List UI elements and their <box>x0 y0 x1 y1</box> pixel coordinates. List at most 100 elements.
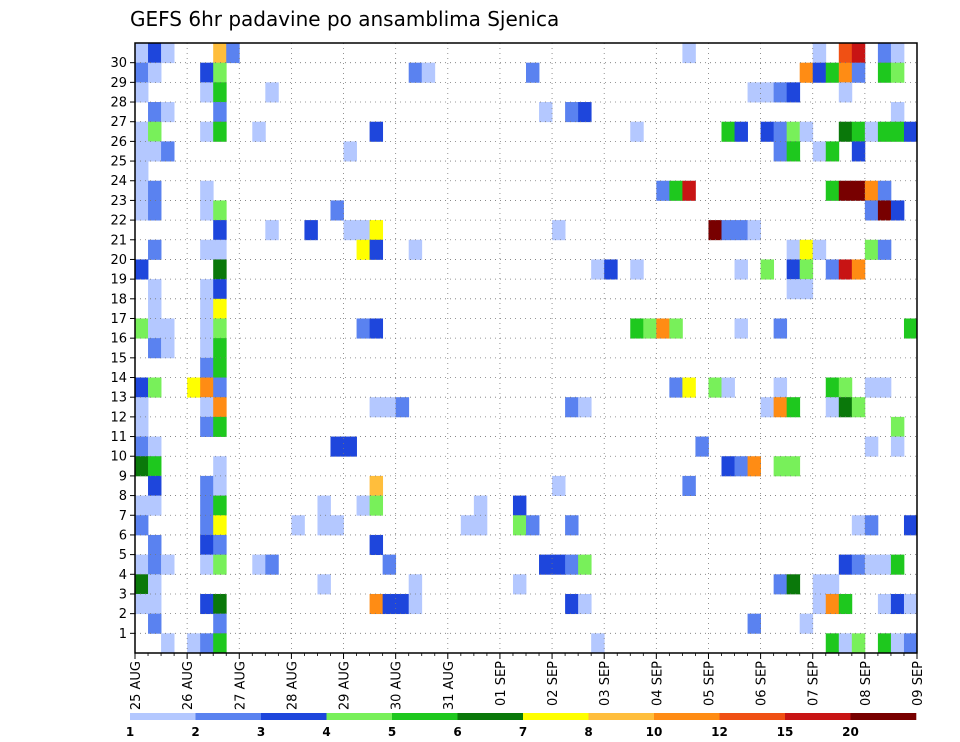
heatmap-cell <box>799 239 814 260</box>
heatmap-cell <box>864 180 879 201</box>
heatmap-cell <box>838 593 853 615</box>
heatmap-cell <box>135 200 149 221</box>
heatmap-cell <box>734 456 748 477</box>
heatmap-cell <box>760 259 775 280</box>
heatmap-cell <box>369 534 384 556</box>
heatmap-cell <box>200 298 214 319</box>
heatmap-cell <box>721 121 735 142</box>
heatmap-cell <box>773 574 788 595</box>
y-tick-label: 28 <box>110 96 127 111</box>
heatmap-cell <box>656 318 670 339</box>
heatmap-cell <box>382 397 397 418</box>
heatmap-cell <box>148 43 162 64</box>
heatmap-cell <box>148 613 162 634</box>
x-tick-label: 05 SEP <box>702 661 717 706</box>
heatmap-cell <box>786 279 801 300</box>
heatmap-cell <box>786 397 801 418</box>
heatmap-cell <box>395 593 410 615</box>
x-tick-label: 31 AUG <box>442 661 457 710</box>
heatmap-cell <box>578 102 592 123</box>
heatmap-cell <box>799 62 814 83</box>
y-tick-label: 19 <box>110 273 127 288</box>
heatmap-cell <box>877 554 892 575</box>
legend: 1 2 3 4 5 6 7 8 10 12 15 20 <box>126 713 917 739</box>
heatmap-cell <box>773 397 788 418</box>
heatmap-cell <box>539 102 553 123</box>
heatmap-cell <box>708 377 722 398</box>
heatmap-cell <box>213 475 227 496</box>
heatmap-cell <box>591 259 605 280</box>
heatmap-cell <box>408 574 423 595</box>
x-tick-label: 01 SEP <box>494 661 509 706</box>
heatmap-cell <box>682 43 696 64</box>
heatmap-cell <box>369 239 384 260</box>
heatmap-cell <box>135 82 149 103</box>
heatmap-cell <box>473 495 488 516</box>
heatmap-cell <box>343 141 357 162</box>
heatmap-cell <box>408 239 423 260</box>
heatmap-cell <box>669 377 683 398</box>
heatmap-cell <box>148 279 162 300</box>
heatmap-cell <box>877 633 892 654</box>
legend-swatch <box>261 713 327 720</box>
heatmap-cell <box>187 377 201 398</box>
y-tick-label: 24 <box>110 174 127 189</box>
heatmap-cell <box>851 633 866 654</box>
heatmap-cell <box>213 377 227 398</box>
heatmap-cell <box>643 318 657 339</box>
heatmap-cell <box>890 43 905 64</box>
heatmap-cell <box>786 239 801 260</box>
heatmap-cell <box>200 377 214 398</box>
x-tick-label: 08 SEP <box>859 661 874 706</box>
heatmap-cell <box>161 102 175 123</box>
heatmap-cell <box>838 633 853 654</box>
heatmap-cell <box>877 180 892 201</box>
y-tick-label: 4 <box>119 568 127 583</box>
heatmap-cell <box>877 62 892 83</box>
y-tick-label: 2 <box>119 607 127 622</box>
heatmap-cell <box>200 554 214 575</box>
y-tick-label: 21 <box>110 233 127 248</box>
heatmap-cell <box>213 121 227 142</box>
heatmap-cell <box>812 574 827 595</box>
legend-swatch <box>588 713 655 720</box>
grid-layer <box>134 43 918 653</box>
heatmap-cell <box>265 220 279 241</box>
heatmap-cell <box>773 121 788 142</box>
heatmap-cell <box>161 633 175 654</box>
x-tick-label: 02 SEP <box>546 661 561 706</box>
heatmap-cell <box>825 593 840 615</box>
heatmap-cell <box>786 121 801 142</box>
legend-label: 8 <box>584 725 592 739</box>
heatmap-cell <box>213 43 227 64</box>
heatmap-cell <box>825 62 840 83</box>
heatmap-cell <box>369 593 384 615</box>
heatmap-cell <box>161 318 175 339</box>
heatmap-cell <box>200 200 214 221</box>
heatmap-cell <box>903 593 918 615</box>
heatmap-cell <box>877 239 892 260</box>
heatmap-cell <box>903 633 918 654</box>
heatmap-cell <box>135 456 149 477</box>
heatmap-cell <box>864 200 879 221</box>
heatmap-cell <box>838 82 853 103</box>
heatmap-cell <box>565 515 579 536</box>
heatmap-cell <box>734 121 748 142</box>
heatmap-cell <box>148 338 162 359</box>
y-tick-label: 22 <box>110 214 127 229</box>
heatmap-cell <box>604 259 618 280</box>
heatmap-cell <box>812 43 827 64</box>
heatmap-cell <box>148 318 162 339</box>
heatmap-cell <box>226 43 240 64</box>
heatmap-cell <box>890 436 905 457</box>
heatmap-cell <box>851 62 866 83</box>
heatmap-cell <box>630 318 644 339</box>
heatmap-cell <box>890 121 905 142</box>
heatmap-cell <box>838 121 853 142</box>
heatmap-cell <box>786 456 801 477</box>
heatmap-cell <box>213 298 227 319</box>
x-axis: 25 AUG 26 AUG 27 AUG 28 AUG 29 AUG 30 AUG 31 A… <box>129 653 926 710</box>
heatmap-cell <box>213 220 227 241</box>
heatmap-cell <box>330 200 344 221</box>
